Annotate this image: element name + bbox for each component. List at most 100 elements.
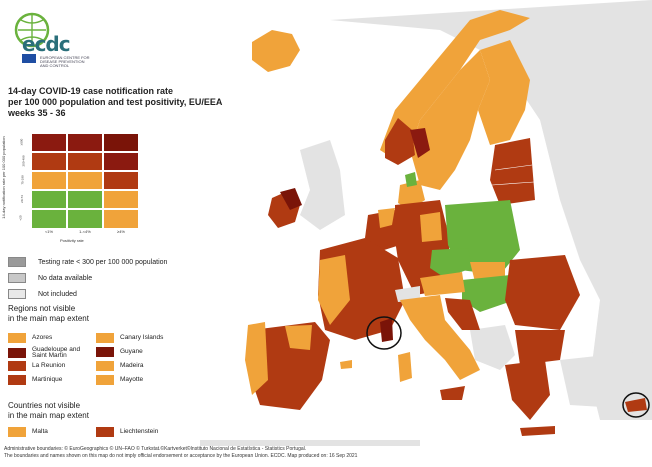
region-crete	[520, 426, 555, 436]
region-denmark-green	[405, 172, 417, 187]
region-france-orange	[318, 255, 350, 325]
region-swatch	[96, 375, 114, 385]
region-swatch	[96, 333, 114, 343]
matrix-cell	[103, 171, 139, 190]
matrix-y-tick: 200-499	[21, 155, 26, 167]
matrix-cell	[31, 171, 67, 190]
land-not-included-uk	[300, 140, 345, 230]
matrix-cell	[31, 190, 67, 209]
title-line-2: per 100 000 population and test positivi…	[8, 97, 223, 107]
matrix-cell	[67, 190, 103, 209]
region-austria	[420, 272, 465, 296]
matrix-cell	[67, 171, 103, 190]
no-data-label: No data available	[38, 274, 93, 282]
matrix-cell	[103, 133, 139, 152]
title-line-3: weeks 35 - 36	[8, 108, 66, 118]
region-italy	[400, 295, 480, 380]
region-swatch	[8, 427, 26, 437]
region-baltics	[490, 138, 535, 205]
region-switzerland	[395, 286, 420, 302]
region-swatch	[8, 361, 26, 371]
region-croatia	[445, 298, 480, 330]
matrix-cell	[31, 209, 67, 229]
region-label: Canary Islands	[120, 334, 164, 341]
region-legend-item: Canary Islands	[96, 333, 163, 343]
countries-section-title: Countries not visible in the main map ex…	[8, 401, 89, 421]
region-romania	[505, 255, 580, 330]
legend-not-included: Not included	[8, 289, 77, 299]
not-included-label: Not included	[38, 290, 77, 298]
region-latvia-border	[491, 164, 535, 186]
matrix-cell	[67, 152, 103, 171]
region-norway	[380, 10, 530, 162]
region-norway-south	[385, 118, 415, 165]
matrix-x-ticks: <1% 1-<4% ≥4%	[31, 229, 139, 234]
map-footer: Administrative boundaries: © EuroGeograp…	[4, 446, 644, 460]
countries-title-line-2: in the main map extent	[8, 411, 89, 420]
region-benelux-orange	[378, 208, 395, 228]
region-label: Malta	[32, 428, 48, 435]
testing-rate-swatch	[8, 257, 26, 267]
matrix-y-tick: 75-199	[20, 175, 25, 185]
legend-testing-rate: Testing rate < 300 per 100 000 populatio…	[8, 257, 167, 267]
region-legend-item: La Reunion	[8, 361, 65, 371]
footer-line-2: The boundaries and names shown on this m…	[4, 453, 358, 459]
land-not-included-north-africa	[200, 440, 420, 446]
no-data-swatch	[8, 273, 26, 283]
countries-title-line-1: Countries not visible	[8, 401, 81, 410]
region-bulgaria	[515, 330, 565, 365]
region-swatch	[96, 361, 114, 371]
region-balearic	[340, 360, 352, 369]
matrix-x-tick: 1-<4%	[79, 229, 91, 234]
matrix-x-tick: <1%	[44, 229, 54, 234]
matrix-cell	[67, 209, 103, 229]
matrix-y-axis-label: 14-day notification rate per 100 000 pop…	[0, 136, 6, 219]
region-corsica	[380, 318, 393, 342]
region-czechia	[430, 248, 472, 278]
region-label: Azores	[32, 334, 53, 341]
matrix-x-tick: ≥4%	[117, 229, 125, 234]
matrix-cell	[31, 133, 67, 152]
land-not-included-east	[330, 0, 652, 420]
region-swatch	[8, 375, 26, 385]
region-ireland-nw	[280, 188, 302, 210]
region-hungary	[462, 275, 515, 312]
region-greece	[505, 360, 550, 420]
testing-rate-label: Testing rate < 300 per 100 000 populatio…	[38, 258, 168, 266]
region-label: Mayotte	[120, 376, 144, 383]
legend-matrix	[31, 133, 139, 229]
region-swatch	[8, 333, 26, 343]
regions-section-title: Regions not visible in the main map exte…	[8, 304, 89, 324]
region-sweden	[410, 50, 490, 190]
matrix-y-tick: 20-74	[19, 195, 24, 203]
region-sicily	[440, 386, 465, 400]
region-sweden-south	[410, 128, 430, 158]
region-portugal	[245, 322, 268, 395]
region-label: Madeira	[120, 362, 144, 369]
region-sardinia	[398, 352, 412, 382]
region-spain-orange	[285, 325, 312, 350]
region-swatch	[8, 348, 26, 358]
region-iceland	[252, 30, 300, 72]
matrix-y-tick: ≥500	[19, 138, 24, 146]
legend-no-data: No data available	[8, 273, 92, 283]
region-legend-item: Mayotte	[96, 375, 143, 385]
region-swatch	[96, 427, 114, 437]
not-included-swatch	[8, 289, 26, 299]
matrix-y-axis: 14-day notification rate per 100 000 pop…	[0, 133, 14, 233]
matrix-cell	[31, 152, 67, 171]
region-legend-item: Malta	[8, 427, 48, 437]
region-legend-item: Azores	[8, 333, 52, 343]
region-legend-item: Martinique	[8, 375, 62, 385]
region-finland	[478, 40, 530, 145]
region-label: Guyane	[120, 348, 143, 355]
matrix-y-tick: <20	[18, 215, 23, 221]
region-germany-orange	[420, 212, 442, 242]
regions-title-line-2: in the main map extent	[8, 314, 89, 323]
matrix-cell	[103, 209, 139, 229]
region-cyprus	[625, 398, 647, 412]
logo-wordmark: ecdc	[22, 32, 71, 56]
footer-line-1: Administrative boundaries: © EuroGeograp…	[4, 446, 307, 452]
